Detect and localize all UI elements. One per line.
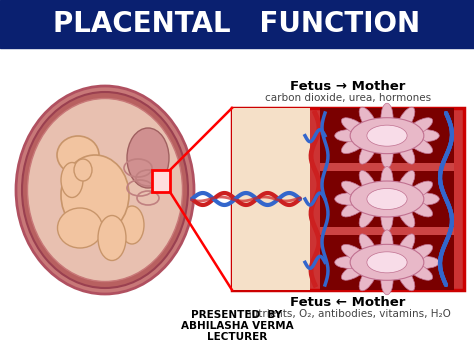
Ellipse shape <box>359 264 377 291</box>
Ellipse shape <box>381 230 393 260</box>
Ellipse shape <box>381 139 393 168</box>
Ellipse shape <box>341 136 368 154</box>
Text: ABHILASHA VERMA: ABHILASHA VERMA <box>181 321 293 331</box>
Ellipse shape <box>381 166 393 196</box>
Bar <box>320 108 454 163</box>
Ellipse shape <box>406 181 433 199</box>
Ellipse shape <box>359 234 377 260</box>
Ellipse shape <box>27 98 182 282</box>
Bar <box>320 235 454 290</box>
Bar <box>320 226 454 235</box>
Ellipse shape <box>341 181 368 199</box>
Ellipse shape <box>127 128 169 188</box>
Ellipse shape <box>367 189 407 209</box>
Bar <box>232 108 310 290</box>
Ellipse shape <box>61 155 129 235</box>
Ellipse shape <box>406 136 433 154</box>
Text: nutrients, O₂, antibodies, vitamins, H₂O: nutrients, O₂, antibodies, vitamins, H₂O <box>245 309 451 319</box>
Ellipse shape <box>16 86 194 294</box>
Text: Fetus → Mother: Fetus → Mother <box>290 80 406 93</box>
Ellipse shape <box>57 208 102 248</box>
Bar <box>320 171 454 226</box>
Ellipse shape <box>410 193 439 205</box>
Ellipse shape <box>335 130 364 142</box>
Ellipse shape <box>367 125 407 146</box>
Ellipse shape <box>335 256 364 268</box>
Ellipse shape <box>381 265 393 295</box>
Ellipse shape <box>350 244 424 280</box>
Ellipse shape <box>367 252 407 273</box>
Ellipse shape <box>406 118 433 136</box>
Ellipse shape <box>74 159 92 181</box>
Ellipse shape <box>359 138 377 164</box>
Ellipse shape <box>98 215 126 261</box>
Ellipse shape <box>57 136 99 174</box>
Text: PRESENTED  BY: PRESENTED BY <box>191 310 283 320</box>
Bar <box>152 170 170 192</box>
Bar <box>232 108 464 290</box>
Ellipse shape <box>341 199 368 217</box>
Ellipse shape <box>359 201 377 228</box>
Ellipse shape <box>397 170 415 197</box>
Ellipse shape <box>381 202 393 231</box>
Ellipse shape <box>406 245 433 263</box>
Ellipse shape <box>341 245 368 263</box>
Ellipse shape <box>397 138 415 164</box>
Bar <box>320 163 454 171</box>
Ellipse shape <box>341 118 368 136</box>
Text: LECTURER: LECTURER <box>207 332 267 342</box>
Ellipse shape <box>335 193 364 205</box>
Ellipse shape <box>359 107 377 133</box>
Ellipse shape <box>410 130 439 142</box>
Text: carbon dioxide, urea, hormones: carbon dioxide, urea, hormones <box>265 93 431 103</box>
Ellipse shape <box>350 181 424 217</box>
Ellipse shape <box>381 103 393 133</box>
Ellipse shape <box>120 206 144 244</box>
Ellipse shape <box>341 262 368 280</box>
Ellipse shape <box>350 118 424 154</box>
Ellipse shape <box>359 170 377 197</box>
Ellipse shape <box>397 107 415 133</box>
Ellipse shape <box>397 264 415 291</box>
Ellipse shape <box>406 262 433 280</box>
Bar <box>0 0 474 48</box>
Text: PLACENTAL   FUNCTION: PLACENTAL FUNCTION <box>54 10 420 38</box>
Ellipse shape <box>22 92 188 288</box>
Ellipse shape <box>410 256 439 268</box>
Text: Fetus ← Mother: Fetus ← Mother <box>290 295 406 308</box>
Ellipse shape <box>406 199 433 217</box>
Ellipse shape <box>61 163 83 197</box>
Ellipse shape <box>397 201 415 228</box>
Ellipse shape <box>397 234 415 260</box>
